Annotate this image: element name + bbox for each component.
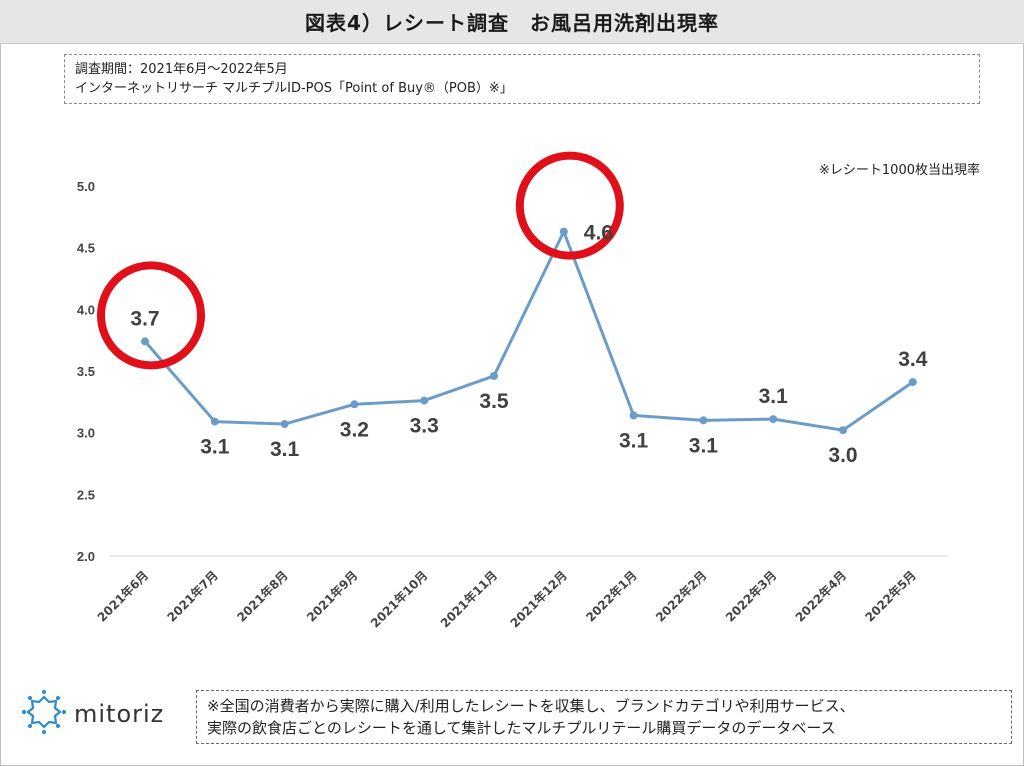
- data-point: [839, 426, 847, 435]
- data-label: 3.7: [130, 307, 159, 330]
- x-tick-label: 2021年10月: [367, 568, 430, 631]
- mitoriz-logo: mitoriz: [20, 688, 164, 740]
- data-label: 3.1: [619, 429, 649, 452]
- x-tick-label: 2021年12月: [507, 568, 570, 631]
- data-label: 3.3: [410, 415, 439, 438]
- mitoriz-logo-icon: [20, 688, 68, 740]
- x-tick-label: 2022年2月: [652, 568, 709, 625]
- y-axis: 5.0 4.5 4.0 3.5 3.0 2.5 2.0: [77, 179, 95, 564]
- data-point: [769, 415, 778, 424]
- data-point: [908, 378, 917, 387]
- data-label: 3.1: [200, 436, 230, 459]
- x-axis: 2021年6月 2021年7月 2021年8月 2021年9月 2021年10月 2021…: [94, 568, 919, 631]
- data-label: 3.2: [340, 418, 369, 441]
- data-point: [490, 371, 498, 380]
- y-tick-label: 3.5: [77, 364, 95, 379]
- data-point: [280, 420, 289, 429]
- slide-title: 図表4）レシート調査 お風呂用洗剤出現率: [0, 0, 1024, 44]
- data-point: [559, 227, 568, 236]
- highlight-circle: [97, 261, 205, 370]
- data-point: [699, 416, 708, 425]
- data-label: 3.4: [898, 348, 928, 371]
- x-tick-label: 2021年9月: [303, 568, 360, 625]
- footer-note-line-2: 実際の飲食店ごとのレシートを通して集計したマルチプルリテール購買データのデータベ…: [207, 719, 836, 737]
- data-label: 3.1: [759, 385, 789, 408]
- data-label: 3.0: [828, 444, 857, 467]
- x-tick-label: 2022年5月: [862, 568, 919, 625]
- data-point: [350, 400, 359, 409]
- y-tick-label: 3.0: [77, 426, 95, 441]
- data-label: 3.5: [479, 390, 509, 413]
- y-tick-label: 4.5: [77, 241, 95, 256]
- y-tick-label: 4.0: [77, 302, 95, 317]
- data-label: 3.1: [270, 438, 300, 461]
- x-tick-label: 2021年6月: [94, 568, 151, 625]
- x-tick-label: 2021年8月: [234, 568, 291, 625]
- survey-period: 調査期間：2021年6月～2022年5月: [75, 62, 288, 77]
- x-tick-label: 2022年3月: [722, 568, 779, 625]
- data-labels: 3.7 3.1 3.1 3.2 3.3 3.5 4.6 3.1 3.1 3.1 3.0 3.4: [130, 222, 927, 468]
- data-point: [420, 396, 429, 405]
- y-tick-label: 2.5: [77, 487, 95, 502]
- highlight-circles: [97, 151, 624, 370]
- x-tick-label: 2021年7月: [164, 568, 221, 625]
- mitoriz-logo-text: mitoriz: [74, 700, 165, 728]
- survey-info-box: 調査期間：2021年6月～2022年5月 インターネットリサーチ マルチプルID…: [64, 54, 980, 104]
- x-tick-label: 2022年4月: [792, 568, 849, 625]
- highlight-circle: [515, 151, 624, 260]
- data-label: 3.1: [689, 434, 719, 457]
- x-tick-label: 2022年1月: [583, 568, 640, 625]
- footer-note-line-1: ※全国の消費者から実際に購入/利用したレシートを収集し、ブランドカテゴリや利用サ…: [207, 697, 855, 715]
- data-point: [141, 337, 149, 346]
- y-tick-label: 2.0: [77, 549, 95, 564]
- x-tick-label: 2021年11月: [437, 568, 500, 631]
- chart-unit-note: ※レシート1000枚当出現率: [819, 163, 980, 178]
- data-points: [141, 227, 917, 435]
- data-label: 4.6: [584, 222, 613, 245]
- data-point: [210, 417, 219, 426]
- y-tick-label: 5.0: [77, 179, 95, 194]
- survey-source: インターネットリサーチ マルチプルID-POS「Point of Buy®（PO…: [75, 81, 513, 96]
- data-point: [629, 411, 638, 420]
- footer-note-box: ※全国の消費者から実際に購入/利用したレシートを収集し、ブランドカテゴリや利用サ…: [196, 690, 1012, 744]
- series-line: [143, 230, 914, 432]
